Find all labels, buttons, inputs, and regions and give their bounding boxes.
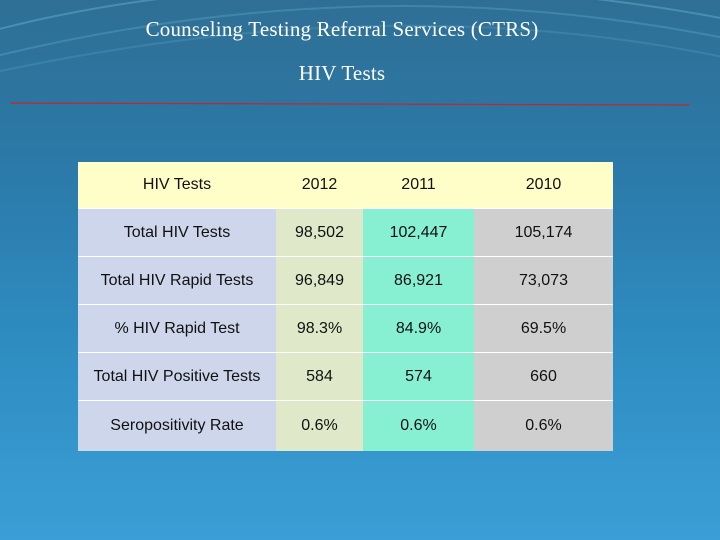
row-label-total-hiv-positive-tests: Total HIV Positive Tests [78,353,276,401]
table-cell: 584 [276,353,363,401]
table-cell: 84.9% [363,305,474,353]
hiv-tests-table: HIV Tests 2012 2011 2010 Total HIV Tests… [78,162,613,451]
table-cell: 0.6% [474,401,613,451]
header-cell-2011: 2011 [363,162,474,209]
table-cell: 98.3% [276,305,363,353]
title-divider [10,102,690,106]
table-cell: 102,447 [363,209,474,257]
row-label-total-hiv-tests: Total HIV Tests [78,209,276,257]
table-cell: 96,849 [276,257,363,305]
table-cell: 0.6% [276,401,363,451]
table-cell: 0.6% [363,401,474,451]
table-cell: 105,174 [474,209,613,257]
header-cell-2010: 2010 [474,162,613,209]
table-cell: 86,921 [363,257,474,305]
header-cell-label: HIV Tests [78,162,276,209]
table-cell: 660 [474,353,613,401]
slide-title: Counseling Testing Referral Services (CT… [145,17,539,41]
table-cell: 69.5% [474,305,613,353]
table-cell: 574 [363,353,474,401]
slide-subtitle: HIV Tests [298,61,386,85]
header-cell-2012: 2012 [276,162,363,209]
row-label-pct-hiv-rapid-test: % HIV Rapid Test [78,305,276,353]
table-cell: 98,502 [276,209,363,257]
row-label-seropositivity-rate: Seropositivity Rate [78,401,276,451]
row-label-total-hiv-rapid-tests: Total HIV Rapid Tests [78,257,276,305]
table-cell: 73,073 [474,257,613,305]
